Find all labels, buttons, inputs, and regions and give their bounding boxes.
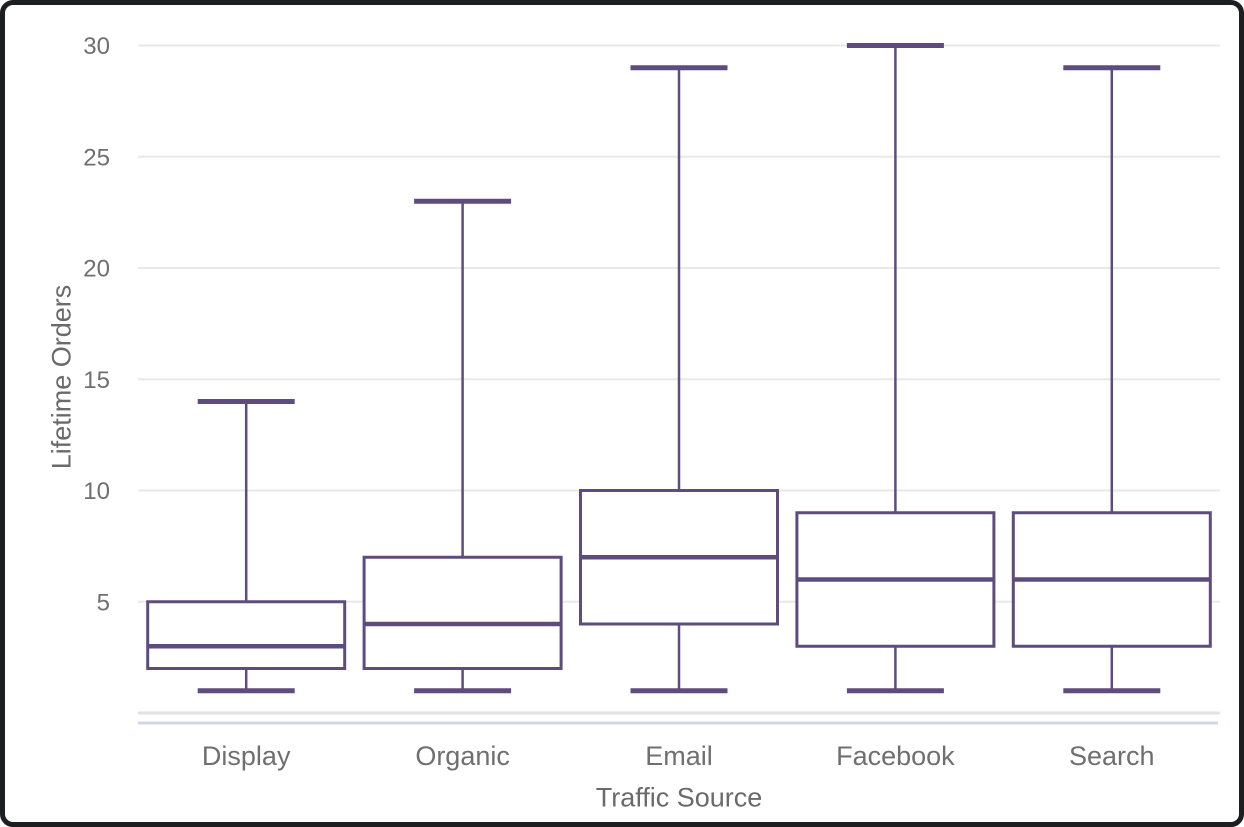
y-tick-label-30: 30 xyxy=(83,33,110,60)
x-tick-label-display: Display xyxy=(202,741,291,771)
x-tick-label-organic: Organic xyxy=(415,741,510,771)
boxplot-display[interactable] xyxy=(146,399,347,694)
boxplot-organic[interactable] xyxy=(362,198,563,694)
boxplot-search[interactable] xyxy=(1011,65,1212,694)
y-tick-label-10: 10 xyxy=(83,478,110,505)
y-tick-label-5: 5 xyxy=(97,589,110,616)
boxplot-facebook[interactable] xyxy=(795,43,996,694)
y-tick-label-25: 25 xyxy=(83,144,110,171)
y-tick-label-15: 15 xyxy=(83,367,110,394)
x-tick-label-facebook: Facebook xyxy=(836,741,955,771)
boxplot-email[interactable] xyxy=(579,65,779,694)
y-tick-label-20: 20 xyxy=(83,256,110,283)
x-tick-label-search: Search xyxy=(1069,741,1155,771)
boxplot-chart: 5 10 15 20 25 30 Display Organic Email Facebook Se… xyxy=(5,5,1239,822)
x-tick-label-email: Email xyxy=(645,741,713,771)
iqr-box xyxy=(362,555,563,670)
boxplot-svg: 5 10 15 20 25 30 Display Organic Email Facebook Se… xyxy=(83,33,1220,771)
iqr-box xyxy=(146,600,347,670)
